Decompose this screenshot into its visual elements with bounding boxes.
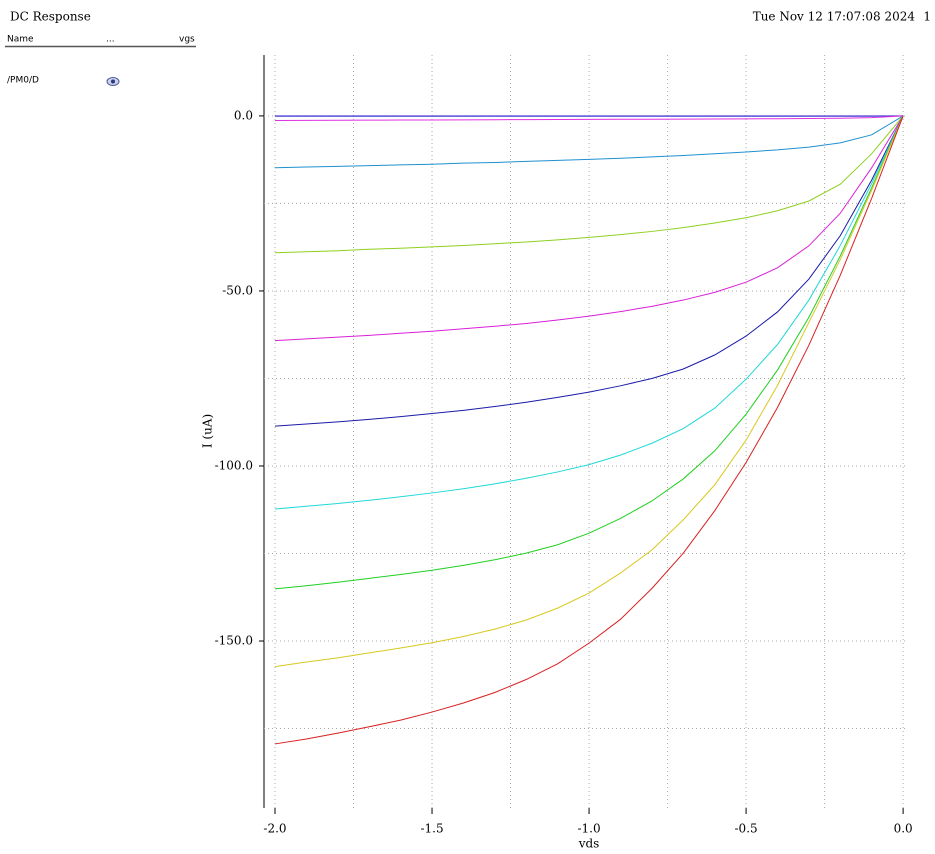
y-tick-label: -50.0 [222, 283, 253, 297]
series-line [274, 115, 904, 668]
series-line [274, 115, 904, 254]
y-tick-label: -150.0 [215, 634, 253, 648]
legend-header: Name [7, 35, 34, 45]
series-line [274, 115, 904, 121]
series-line [274, 115, 904, 745]
series-line [274, 115, 904, 510]
page-number: 1 [923, 10, 931, 24]
series-line [274, 115, 904, 590]
y-tick-label: 0.0 [234, 108, 253, 122]
y-axis-label: I (uA) [201, 414, 215, 448]
visibility-icon[interactable] [106, 77, 120, 86]
series-line [274, 115, 904, 342]
x-tick-label: -2.0 [263, 822, 286, 836]
legend-header: ... [106, 35, 115, 45]
title: DC Response [10, 10, 91, 24]
x-tick-label: -1.0 [577, 822, 600, 836]
series-line [274, 115, 904, 169]
x-tick-label: -0.5 [735, 822, 758, 836]
timestamp: Tue Nov 12 17:07:08 2024 [753, 10, 916, 24]
series-line [274, 115, 904, 427]
x-axis-label: vds [578, 837, 600, 851]
y-tick-label: -100.0 [215, 458, 253, 472]
legend-header: vgs [179, 35, 195, 45]
legend-entry[interactable]: /PM0/D [7, 76, 39, 86]
x-tick-label: 0.0 [894, 822, 913, 836]
x-tick-label: -1.5 [420, 822, 443, 836]
